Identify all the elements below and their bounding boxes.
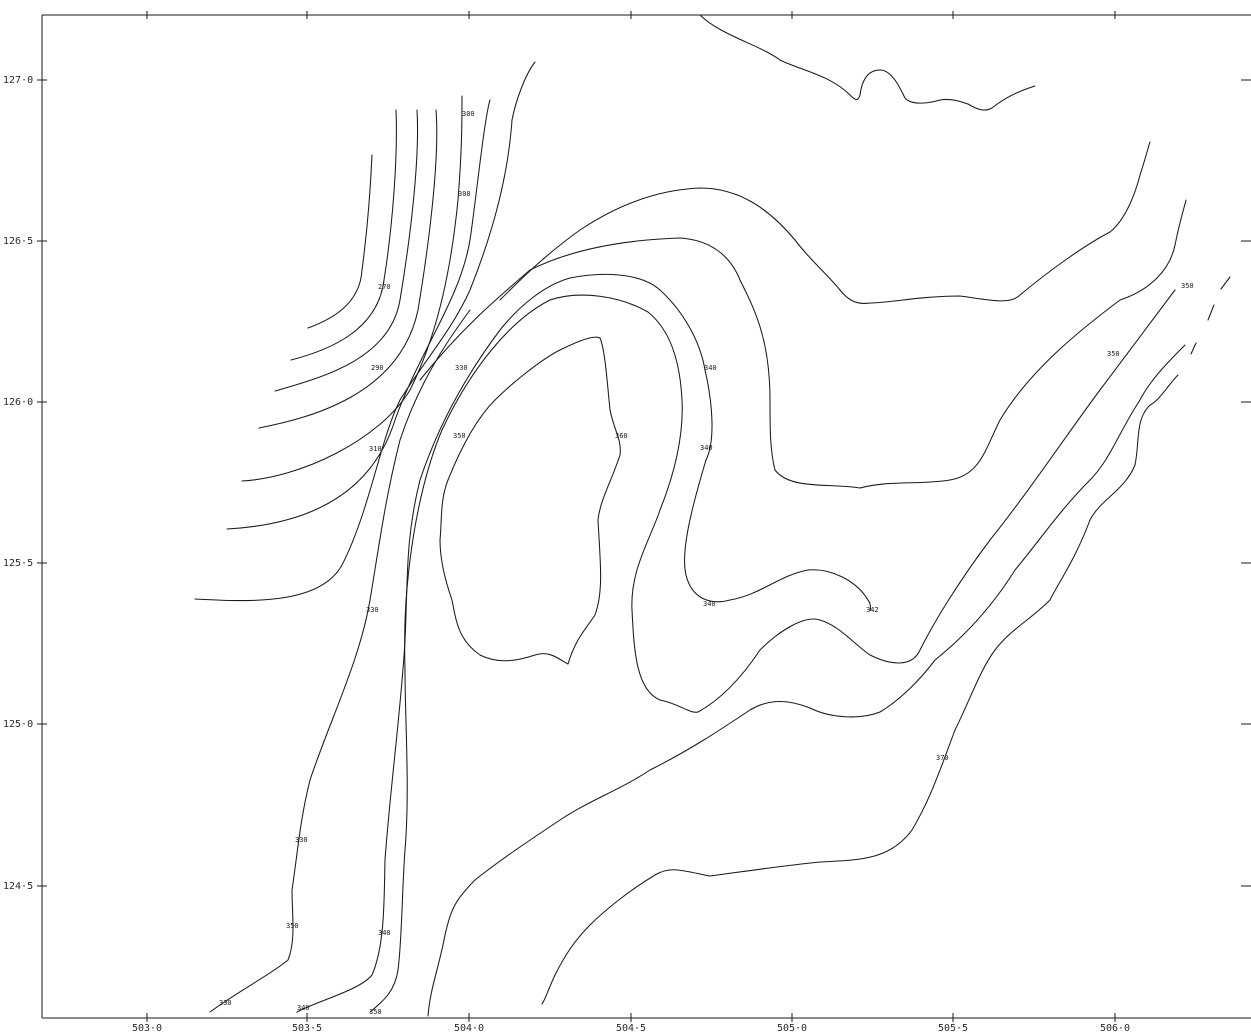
contour-line xyxy=(290,109,397,361)
y-tick-label: 125·5 xyxy=(3,558,33,569)
contour-line xyxy=(226,99,491,530)
x-axis-labels: 503·0 503·5 504·0 504·5 505·0 505·5 506·… xyxy=(132,1023,1130,1034)
contour-line xyxy=(241,95,463,482)
contour-line xyxy=(499,141,1151,304)
y-tick-label: 125·0 xyxy=(3,719,33,730)
right-ticks xyxy=(1241,79,1251,887)
contour-line xyxy=(427,344,1186,1017)
contour-label: 310 xyxy=(369,445,382,453)
x-tick-label: 503·5 xyxy=(292,1023,322,1034)
contour-line xyxy=(1220,276,1231,290)
left-ticks xyxy=(37,79,47,887)
y-tick-label: 124·5 xyxy=(3,881,33,892)
contour-label: 350 xyxy=(453,432,466,440)
contour-label: 350 xyxy=(1107,350,1120,358)
contour-line xyxy=(541,374,1179,1005)
y-tick-label: 126·5 xyxy=(3,236,33,247)
contour-label: 300 xyxy=(458,190,471,198)
contour-line xyxy=(194,61,536,602)
contour-label: 340 xyxy=(703,600,716,608)
contour-label: 360 xyxy=(615,432,628,440)
contour-label: 340 xyxy=(700,444,713,452)
top-ticks xyxy=(146,11,1116,19)
contour-line xyxy=(699,14,1036,111)
contour-line xyxy=(307,154,373,329)
x-tick-label: 506·0 xyxy=(1100,1023,1130,1034)
x-tick-label: 505·0 xyxy=(777,1023,807,1034)
contour-lines xyxy=(194,14,1231,1017)
x-tick-label: 504·5 xyxy=(616,1023,646,1034)
contour-line xyxy=(209,309,471,1013)
contour-label: 340 xyxy=(297,1004,310,1012)
contour-label: 330 xyxy=(455,364,468,372)
contour-line xyxy=(1190,342,1197,355)
contour-line xyxy=(258,109,438,429)
contour-label: 330 xyxy=(366,606,379,614)
contour-label: 350 xyxy=(286,922,299,930)
x-tick-label: 505·5 xyxy=(938,1023,968,1034)
x-tick-label: 503·0 xyxy=(132,1023,162,1034)
contour-line xyxy=(439,336,621,665)
contour-line xyxy=(419,199,1187,489)
contour-label: 300 xyxy=(462,110,475,118)
y-tick-label: 127·0 xyxy=(3,75,33,86)
contour-line xyxy=(369,289,1176,1013)
y-tick-label: 126·0 xyxy=(3,397,33,408)
contour-label: 270 xyxy=(378,283,391,291)
contour-label: 340 xyxy=(378,929,391,937)
contour-label: 340 xyxy=(704,364,717,372)
contour-label: 342 xyxy=(866,606,879,614)
contour-label: 370 xyxy=(936,754,949,762)
contour-line xyxy=(1207,304,1215,321)
contour-label: 350 xyxy=(1181,282,1194,290)
contour-label: 330 xyxy=(219,999,232,1007)
contour-label-group: 270 290 300 300 310 330 330 330 330 340 … xyxy=(219,110,1194,1016)
bottom-ticks xyxy=(146,1013,1116,1022)
contour-line xyxy=(274,109,419,392)
contour-label: 330 xyxy=(295,836,308,844)
contour-label: 350 xyxy=(369,1008,382,1016)
y-axis-labels: 127·0 126·5 126·0 125·5 125·0 124·5 xyxy=(3,75,33,892)
x-tick-label: 504·0 xyxy=(454,1023,484,1034)
contour-line xyxy=(296,273,872,1013)
contour-label: 290 xyxy=(371,364,384,372)
